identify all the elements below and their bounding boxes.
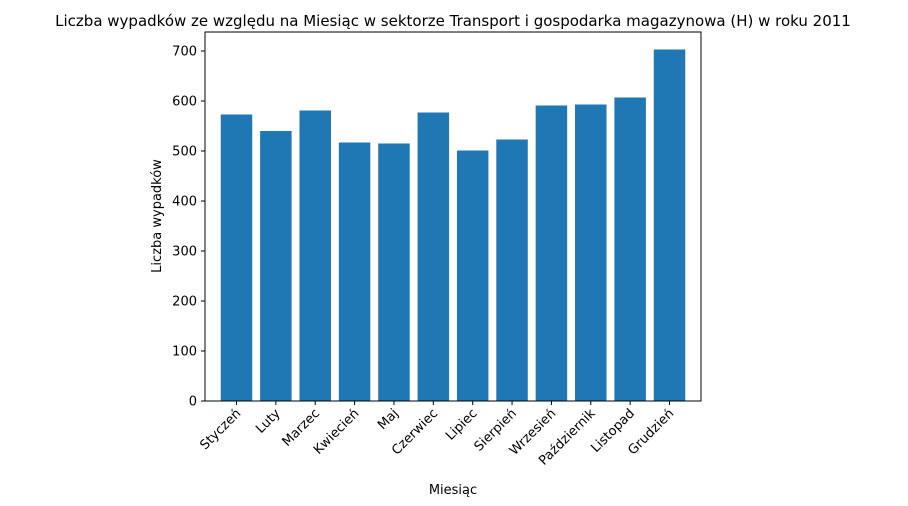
y-axis-label: Liczba wypadków <box>150 159 165 273</box>
x-tick-label-5: Maj <box>375 406 402 433</box>
x-tick-label-2: Luty <box>253 406 284 437</box>
x-tick-label-7: Lipiec <box>443 406 480 443</box>
y-tick-label-200: 200 <box>172 295 197 310</box>
x-axis-label: Miesiąc <box>429 483 477 498</box>
y-tick-label-0: 0 <box>189 395 197 410</box>
bar-11 <box>614 97 646 401</box>
bar-10 <box>575 104 607 401</box>
y-tick-label-300: 300 <box>172 245 197 260</box>
y-tick-label-100: 100 <box>172 345 197 360</box>
bar-4 <box>338 142 371 401</box>
bar-3 <box>299 110 331 401</box>
bar-9 <box>535 105 568 401</box>
y-tick-label-500: 500 <box>172 145 197 160</box>
axes-frame <box>204 31 702 402</box>
bar-5 <box>378 143 410 401</box>
bar-7 <box>456 150 489 401</box>
y-tick-label-700: 700 <box>172 45 197 60</box>
bar-8 <box>496 139 528 401</box>
chart-title: Liczba wypadków ze względu na Miesiąc w … <box>55 12 851 30</box>
x-tick-label-1: Styczeń <box>197 406 244 453</box>
bar-1 <box>220 114 253 401</box>
bar-2 <box>260 131 292 401</box>
y-tick-label-400: 400 <box>172 195 197 210</box>
y-tick-label-600: 600 <box>172 95 197 110</box>
bar-12 <box>653 49 686 401</box>
bar-6 <box>417 112 450 401</box>
